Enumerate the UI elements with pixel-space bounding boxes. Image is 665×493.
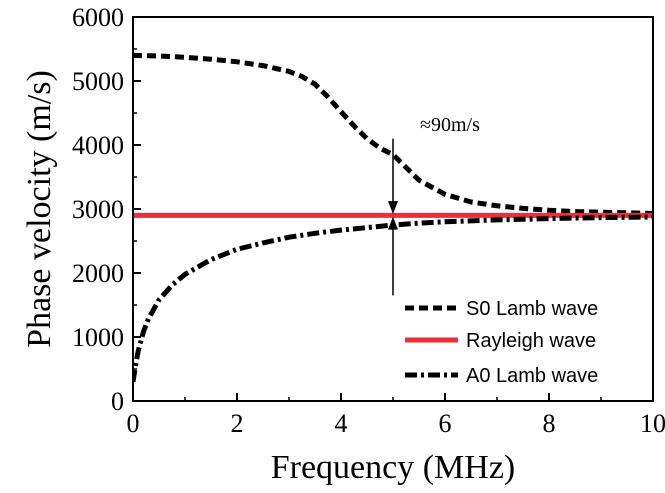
x-tick-label: 8 — [543, 409, 556, 438]
y-tick-label: 1000 — [72, 323, 124, 352]
x-tick-label: 4 — [335, 409, 348, 438]
x-tick-label: 10 — [640, 409, 665, 438]
legend: S0 Lamb wave Rayleigh wave A0 Lamb wave — [405, 298, 598, 387]
series-layer — [133, 52, 653, 383]
y-tick-label: 6000 — [72, 3, 124, 32]
y-tick-label: 4000 — [72, 131, 124, 160]
y-tick-label: 0 — [111, 387, 124, 416]
x-tick-label: 0 — [127, 409, 140, 438]
y-axis-ticks: 0 1000 2000 3000 4000 5000 6000 — [72, 3, 141, 416]
legend-label-2: Rayleigh wave — [466, 330, 596, 352]
x-tick-label: 6 — [439, 409, 452, 438]
legend-label-1: S0 Lamb wave — [466, 298, 598, 320]
series-line-3 — [133, 214, 653, 383]
x-tick-label: 2 — [231, 409, 244, 438]
y-tick-label: 5000 — [72, 67, 124, 96]
x-axis-ticks: 0 2 4 6 8 10 — [127, 393, 665, 438]
legend-label-3: A0 Lamb wave — [466, 365, 598, 387]
annotation-arrow-down-head — [388, 201, 398, 215]
y-tick-label: 3000 — [72, 195, 124, 224]
x-axis-title: Frequency (MHz) — [271, 449, 516, 486]
annotation-arrow-up-head — [388, 216, 398, 230]
y-axis-title: Phase velocity (m/s) — [21, 70, 58, 348]
annotation-layer: ≈90m/s — [388, 114, 480, 296]
series-line-1 — [133, 52, 653, 216]
annotation-label: ≈90m/s — [420, 114, 480, 136]
y-tick-label: 2000 — [72, 259, 124, 288]
